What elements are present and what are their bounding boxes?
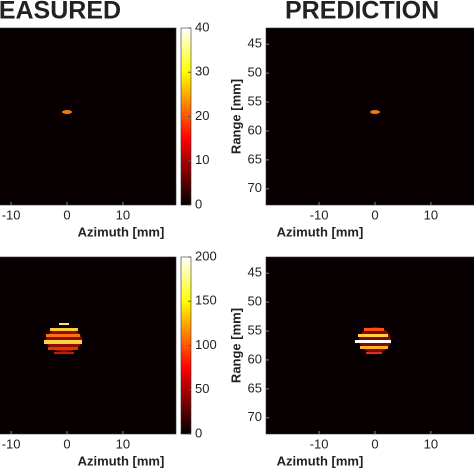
y-tick-label: 70	[248, 409, 262, 424]
y-tick-label: 60	[248, 351, 262, 366]
panel-title: PREDICTION	[285, 0, 439, 25]
x-tick-label: -10	[2, 207, 21, 222]
x-axis-label: Azimuth [mm]	[277, 453, 364, 468]
y-tick-label: 60	[248, 122, 262, 137]
colorbar-tick-label: 40	[195, 19, 209, 34]
panel-title: MEASURED	[0, 0, 121, 25]
x-tick-label: 10	[116, 207, 130, 222]
x-tick-label: 10	[116, 436, 130, 451]
x-axis-label: Azimuth [mm]	[277, 224, 364, 239]
y-tick-label: 45	[248, 36, 262, 51]
x-tick-label: 10	[424, 207, 438, 222]
y-tick-label: 55	[248, 93, 262, 108]
colorbar-tick-label: 0	[195, 196, 202, 211]
x-axis-label: Azimuth [mm]	[78, 453, 165, 468]
plot-area	[0, 27, 177, 206]
x-tick-label: 0	[371, 207, 378, 222]
intensity-blobs	[44, 110, 391, 354]
y-tick-label: 70	[248, 180, 262, 195]
x-tick-label: 0	[63, 207, 70, 222]
plot-area	[265, 27, 474, 206]
colorbar-tick-label: 150	[195, 293, 217, 308]
colorbar-tick-label: 10	[195, 152, 209, 167]
x-tick-label: 10	[424, 436, 438, 451]
x-axis-label: Azimuth [mm]	[78, 224, 165, 239]
y-axis-label: Range [mm]	[228, 308, 243, 383]
y-tick-label: 50	[248, 294, 262, 309]
x-tick-label: 0	[371, 436, 378, 451]
x-tick-label: -10	[2, 436, 21, 451]
y-axis-label: Range [mm]	[228, 79, 243, 154]
colorbar-tick-label: 20	[195, 108, 209, 123]
y-tick-label: 65	[248, 151, 262, 166]
y-tick-label: 50	[248, 65, 262, 80]
colorbar-tick-label: 30	[195, 64, 209, 79]
colorbar-tick-label: 50	[195, 381, 209, 396]
y-tick-label: 55	[248, 322, 262, 337]
x-tick-label: -10	[310, 207, 329, 222]
y-tick-label: 45	[248, 265, 262, 280]
y-tick-label: 65	[248, 380, 262, 395]
colorbar-tick-label: 0	[195, 425, 202, 440]
colorbar-tick-label: 100	[195, 337, 217, 352]
colorbar-tick-label: 200	[195, 248, 217, 263]
plot-area	[0, 256, 177, 435]
x-tick-label: -10	[310, 436, 329, 451]
x-tick-label: 0	[63, 436, 70, 451]
